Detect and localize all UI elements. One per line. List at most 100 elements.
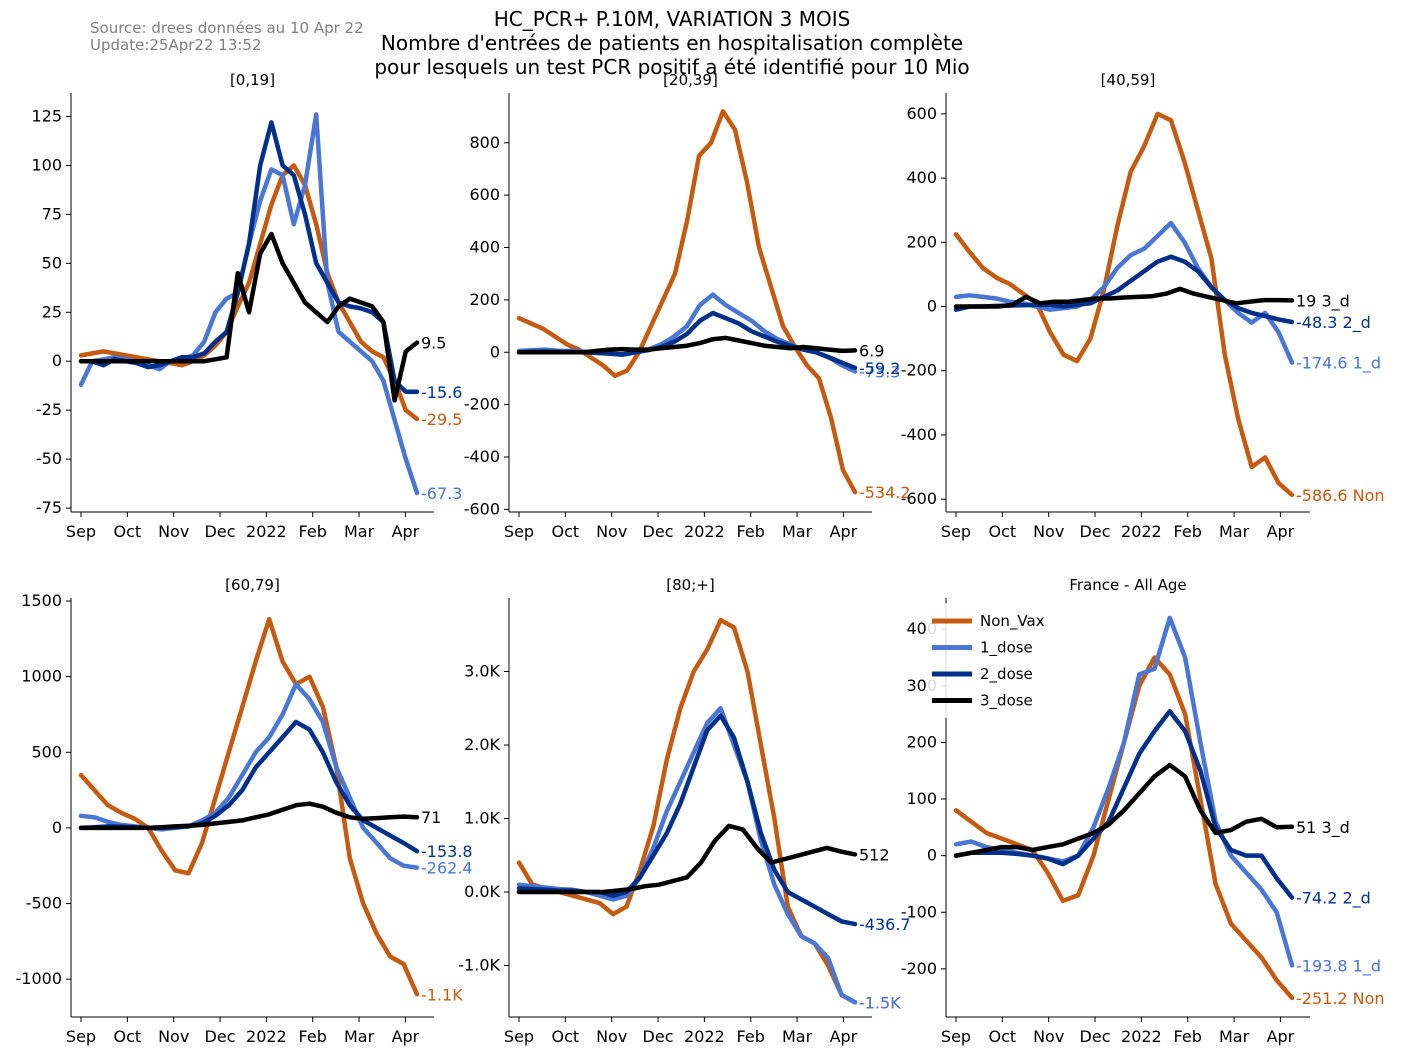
- x-tick-label: Apr: [392, 522, 420, 541]
- series-line-2-dose: [953, 254, 1295, 325]
- y-tick-label: 0: [490, 342, 500, 361]
- x-tick-label: Oct: [552, 522, 580, 541]
- x-tick-label: Apr: [392, 1027, 420, 1046]
- end-label: -1.1K: [421, 985, 463, 1004]
- y-tick-label: 3.0K: [464, 662, 500, 681]
- y-tick-label: -1000: [16, 969, 63, 988]
- x-tick-label: Feb: [737, 1027, 765, 1046]
- series-line-non-vax: [78, 616, 420, 997]
- x-tick-label: Sep: [941, 1027, 971, 1046]
- y-tick-label: 200: [469, 290, 500, 309]
- y-tick-label: -400: [901, 425, 937, 444]
- end-label: -534.2: [859, 483, 911, 502]
- source-line: Source: drees données au 10 Apr 22: [90, 19, 364, 37]
- end-label: -74.2 2_d: [1296, 889, 1371, 909]
- legend-label: Non_Vax: [980, 612, 1045, 631]
- legend: Non_Vax 1_dose 2_dose 3_dose: [926, 603, 1051, 718]
- end-label: -586.6 Non: [1296, 486, 1385, 505]
- end-label: -193.8 1_d: [1296, 956, 1381, 976]
- series-line-3-dose: [78, 231, 420, 403]
- y-tick-label: 0: [927, 297, 937, 316]
- x-tick-label: Nov: [596, 522, 627, 541]
- source-note: Source: drees données au 10 Apr 22 Updat…: [90, 20, 364, 54]
- subplot-1: [0,19] -75 -50 -25 0 25 50 75 100 125 Sep Oct Nov Dec…: [31, 71, 462, 541]
- x-tick-label: Dec: [205, 522, 236, 541]
- x-tick-label: Apr: [830, 522, 858, 541]
- y-tick-label: -75: [36, 498, 62, 517]
- y-tick-label: 200: [906, 232, 937, 251]
- y-tick-label: 0: [927, 846, 937, 865]
- series-line-3-dose: [78, 801, 420, 831]
- end-label: -59.2: [859, 359, 900, 378]
- series-line-3-dose: [516, 823, 858, 895]
- subplot-title: [40,59]: [1101, 71, 1156, 89]
- x-tick-label: Dec: [643, 1027, 674, 1046]
- end-label: 51 3_d: [1296, 818, 1350, 838]
- series-line-non-vax: [78, 163, 420, 422]
- end-label: 9.5: [421, 334, 446, 353]
- x-tick-label: Sep: [504, 522, 534, 541]
- y-tick-label: 400: [469, 238, 500, 257]
- series-line-3-dose: [953, 762, 1295, 858]
- x-tick-label: Mar: [344, 1027, 375, 1046]
- y-tick-label: -200: [901, 361, 937, 380]
- x-tick-label: Mar: [1219, 1027, 1250, 1046]
- end-label: 6.9: [859, 341, 884, 360]
- x-tick-label: Nov: [158, 1027, 189, 1046]
- series-line-non-vax: [516, 109, 858, 495]
- legend-label: 2_dose: [980, 665, 1033, 684]
- subplot-2: [20,39] -600 -400 -200 0 200 400 600 800 Sep Oct No…: [464, 71, 911, 541]
- y-tick-label: 800: [469, 133, 500, 152]
- figure-title: HC_PCR+ P.10M, VARIATION 3 MOIS Nombre d…: [0, 7, 1344, 79]
- x-tick-label: 2022: [246, 1027, 287, 1046]
- y-tick-label: -100: [901, 902, 937, 921]
- y-tick-label: 600: [469, 185, 500, 204]
- y-tick-label: 1500: [21, 591, 62, 610]
- x-tick-label: Oct: [114, 522, 142, 541]
- y-tick-label: 100: [906, 789, 937, 808]
- series-line-non-vax: [953, 111, 1295, 498]
- end-label: -1.5K: [859, 993, 901, 1012]
- y-tick-label: 400: [906, 168, 937, 187]
- y-tick-label: -200: [901, 959, 937, 978]
- subplot-5: [80;+] -1.0K 0.0K 1.0K 2.0K 3.0K Sep Oct Nov Dec 2…: [458, 576, 910, 1046]
- x-tick-label: Nov: [1033, 1027, 1064, 1046]
- x-tick-label: 2022: [684, 522, 725, 541]
- y-tick-label: 200: [906, 732, 937, 751]
- y-tick-label: -500: [26, 894, 62, 913]
- end-label: -436.7: [859, 915, 911, 934]
- x-tick-label: Sep: [504, 1027, 534, 1046]
- y-tick-label: 0: [52, 818, 62, 837]
- y-tick-label: 125: [31, 106, 62, 125]
- x-tick-label: 2022: [246, 522, 287, 541]
- subplot-title: [60,79]: [225, 576, 280, 594]
- y-tick-label: 600: [906, 104, 937, 123]
- legend-label: 3_dose: [980, 692, 1033, 711]
- x-tick-label: Sep: [66, 1027, 96, 1046]
- series-line-2-dose: [78, 120, 420, 395]
- x-tick-label: Oct: [552, 1027, 580, 1046]
- subplot-title: [0,19]: [230, 71, 275, 89]
- x-tick-label: Feb: [299, 522, 327, 541]
- end-label: 512: [859, 845, 890, 864]
- x-tick-label: Nov: [158, 522, 189, 541]
- figure-title-line-2: Nombre d'entrées de patients en hospital…: [380, 31, 964, 55]
- subplot-title: [80;+]: [666, 576, 714, 594]
- x-tick-label: Apr: [1267, 522, 1295, 541]
- y-tick-label: -200: [464, 395, 500, 414]
- x-tick-label: Dec: [1080, 1027, 1111, 1046]
- end-label: -251.2 Non: [1296, 989, 1385, 1008]
- x-tick-label: Sep: [941, 522, 971, 541]
- subplot-6: France - All Age-200-1000100200300400Sep…: [901, 576, 1385, 1046]
- end-label: -1.5K: [859, 993, 901, 1012]
- x-tick-label: Dec: [643, 522, 674, 541]
- end-label: -67.3: [421, 484, 462, 503]
- x-tick-label: Mar: [344, 522, 375, 541]
- subplot-3: [40,59] -600 -400 -200 0 200 400 600 Sep Oct Nov De…: [901, 71, 1385, 541]
- update-line: Update:25Apr22 13:52: [90, 36, 262, 54]
- end-label: -153.8: [421, 842, 473, 861]
- end-label: -29.5: [421, 410, 462, 429]
- y-tick-label: -25: [36, 400, 62, 419]
- legend-label: 1_dose: [980, 639, 1033, 658]
